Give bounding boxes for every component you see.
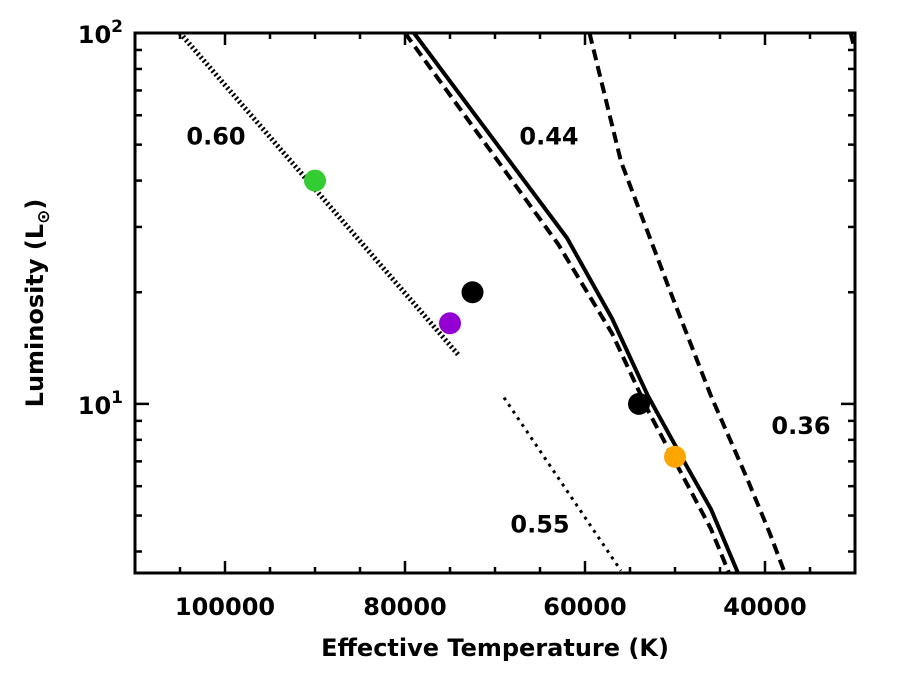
series-line-5 (848, 33, 855, 51)
track-label-0: 0.60 (186, 123, 245, 151)
series-layer (178, 33, 855, 573)
series-line-2 (412, 33, 740, 573)
data-point-1 (439, 312, 461, 335)
x-tick-label-80000: 80000 (363, 593, 447, 621)
track-label-1: 0.44 (519, 123, 578, 151)
y-tick-label-10: 101 (78, 388, 123, 420)
series-line-4 (587, 33, 787, 573)
ticks-layer (135, 31, 855, 573)
x-tick-label-60000: 60000 (543, 593, 627, 621)
x-axis-title: Effective Temperature (K) (321, 634, 669, 662)
plot-frame (133, 31, 857, 575)
data-point-4 (664, 445, 686, 468)
tick-labels-layer: 100000 80000 60000 40000 101 102 (78, 17, 807, 621)
series-line-1 (502, 396, 623, 572)
data-point-0 (304, 169, 326, 192)
series-line-3 (403, 33, 731, 573)
data-point-3 (628, 392, 650, 415)
series-line-0 (178, 33, 461, 358)
annotation-layer: 0.60 0.44 0.36 0.55 (186, 123, 830, 539)
y-tick-label-100: 102 (78, 17, 123, 49)
data-point-2 (461, 281, 484, 304)
y-axis-title: Luminosity (L⊙) (21, 199, 54, 408)
track-label-3: 0.55 (510, 511, 569, 539)
x-tick-label-100000: 100000 (175, 593, 275, 621)
track-label-2: 0.36 (771, 412, 830, 440)
x-tick-label-40000: 40000 (723, 593, 807, 621)
points-layer (304, 169, 686, 468)
